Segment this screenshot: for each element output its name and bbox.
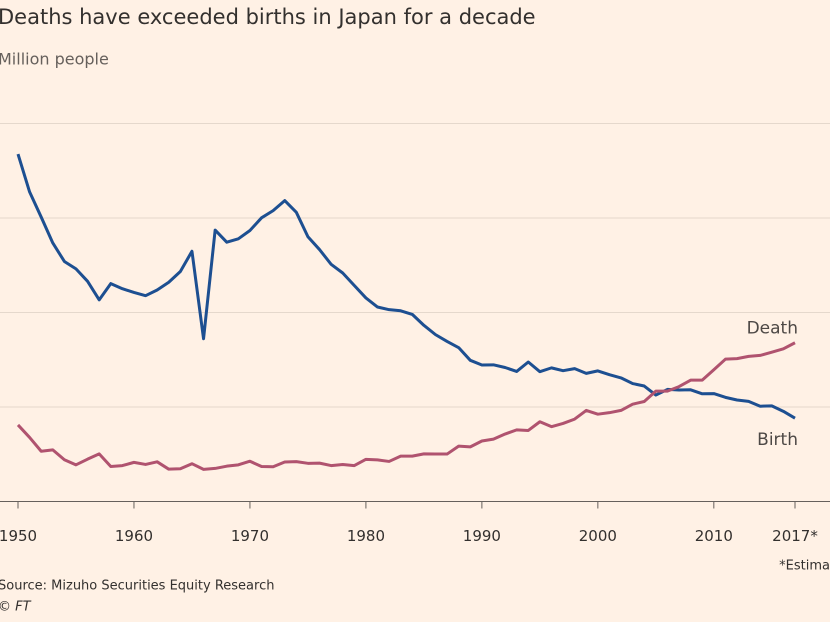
x-tick-label: 1970	[231, 527, 269, 545]
x-tick-label: 1980	[347, 527, 385, 545]
chart-subtitle: Million people	[0, 50, 109, 69]
credit: © FT	[0, 600, 32, 615]
series-label: Death	[747, 319, 798, 339]
chart-title: Deaths have exceeded births in Japan for…	[0, 5, 536, 29]
x-tick-label: 1990	[463, 527, 501, 545]
x-tick-label: 2017*	[772, 527, 818, 545]
source: Source: Mizuho Securities Equity Researc…	[0, 579, 274, 594]
series-line	[16, 341, 796, 471]
footnote: *Estima	[779, 559, 830, 574]
series-label: Birth	[757, 430, 798, 450]
x-tick-label: 1950	[0, 527, 37, 545]
x-tick-label: 2000	[579, 527, 617, 545]
x-tick-label: 2010	[695, 527, 733, 545]
x-tick-label: 1960	[115, 527, 153, 545]
